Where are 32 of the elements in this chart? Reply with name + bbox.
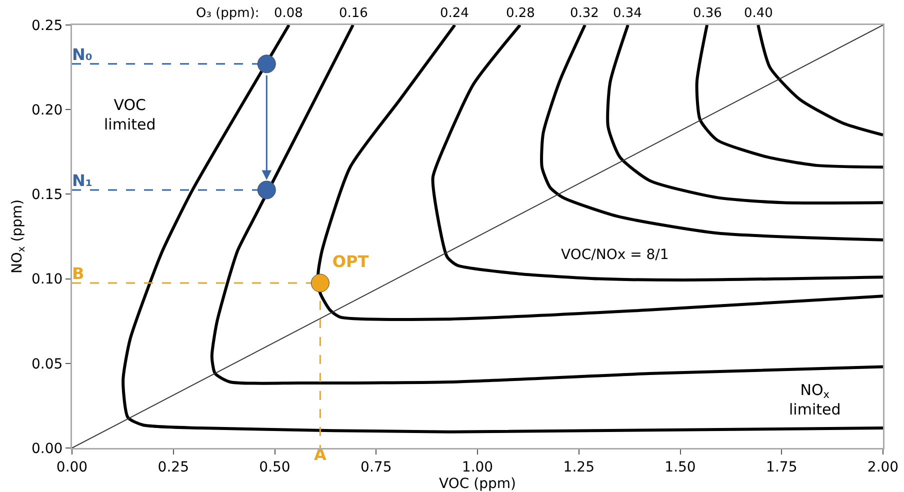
x-tick-label: 1.75 xyxy=(766,459,798,476)
y-tick-label: 0.20 xyxy=(32,102,63,118)
data-label: B xyxy=(72,264,84,284)
data-label: OPT xyxy=(332,252,369,271)
x-tick-label: 0.75 xyxy=(360,459,392,476)
y-tick-label: 0.15 xyxy=(32,187,63,204)
series-label: 0.08 xyxy=(274,6,303,21)
x-tick-label: 0.50 xyxy=(259,459,290,476)
x-axis-title: VOC (ppm) xyxy=(439,476,516,492)
annotation: VOC/NOx = 8/1 xyxy=(561,247,669,263)
legend-title: O₃ (ppm): xyxy=(196,6,260,21)
y-tick-label: 0.00 xyxy=(32,440,63,457)
x-tick-label: 0.25 xyxy=(158,459,189,476)
x-tick-label: 1.00 xyxy=(462,459,494,476)
data-label: N₀ xyxy=(72,44,92,64)
data-label: N₁ xyxy=(72,170,92,190)
x-tick-label: 1.25 xyxy=(563,459,594,476)
annotation: VOC limited xyxy=(104,96,156,134)
series-label: 0.40 xyxy=(744,6,773,21)
series-label: 0.32 xyxy=(570,6,599,21)
annotation: NO$_{x}$ limited xyxy=(789,381,841,418)
series-label: 0.34 xyxy=(613,6,642,21)
x-tick-label: 1.50 xyxy=(664,459,696,476)
series-label: 0.24 xyxy=(440,6,469,21)
series-label: 0.36 xyxy=(693,6,722,21)
series-label: 0.16 xyxy=(339,6,368,21)
x-tick-label: 0.00 xyxy=(56,459,88,476)
x-tick-label: 2.00 xyxy=(867,459,899,476)
y-tick-label: 0.05 xyxy=(32,356,63,372)
y-tick-label: 0.10 xyxy=(32,272,63,288)
series-label: 0.28 xyxy=(506,6,535,21)
y-tick-label: 0.25 xyxy=(32,18,63,34)
